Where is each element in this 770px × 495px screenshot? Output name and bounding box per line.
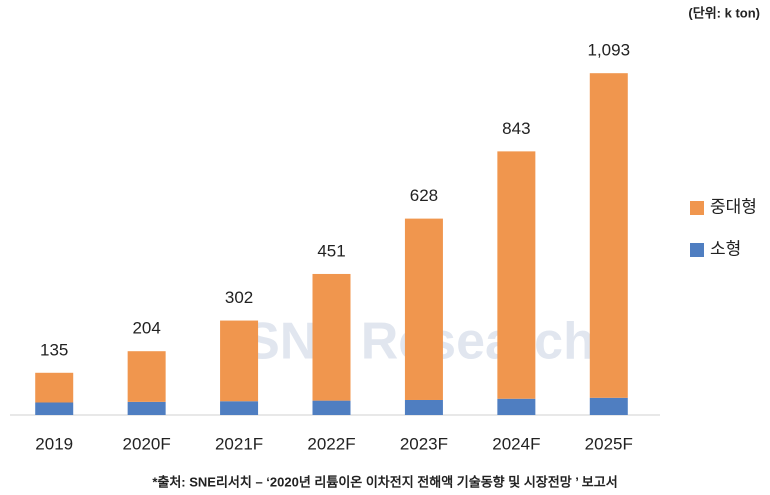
bar-segment (312, 400, 351, 415)
bar-segment (497, 151, 536, 399)
legend-swatch (690, 201, 704, 215)
bar-segment (404, 218, 443, 400)
total-label: 204 (132, 319, 160, 338)
bar-segment (35, 372, 74, 403)
bar-segment (127, 351, 166, 402)
bar-segment (220, 320, 259, 402)
total-label: 302 (225, 288, 253, 307)
legend-label: 소형 (710, 239, 741, 258)
bar-segment (312, 273, 351, 401)
x-tick-label: 2023F (400, 434, 448, 453)
bar-segment (497, 398, 536, 415)
total-label: 451 (317, 241, 345, 260)
bar-segment (127, 401, 166, 415)
bar-segment (35, 402, 74, 415)
bar-segment (220, 401, 259, 415)
legend-label: 중대형 (710, 197, 757, 216)
total-label: 843 (502, 119, 530, 138)
bar-segment (589, 73, 628, 398)
total-label: 135 (40, 340, 68, 359)
x-tick-label: 2019 (35, 434, 73, 453)
unit-label: (단위: k ton) (688, 5, 760, 20)
source-note: *출처: SNE리서치 – ‘2020년 리튬이온 이차전지 전해액 기술동향 … (152, 474, 617, 489)
legend-swatch (690, 243, 704, 257)
bar-segment (404, 399, 443, 415)
x-tick-label: 2020F (123, 434, 171, 453)
bar-segment (589, 397, 628, 415)
x-tick-label: 2025F (585, 434, 633, 453)
x-tick-label: 2022F (307, 434, 355, 453)
x-tick-label: 2024F (492, 434, 540, 453)
total-label: 1,093 (588, 41, 631, 60)
total-label: 628 (410, 186, 438, 205)
x-tick-label: 2021F (215, 434, 263, 453)
